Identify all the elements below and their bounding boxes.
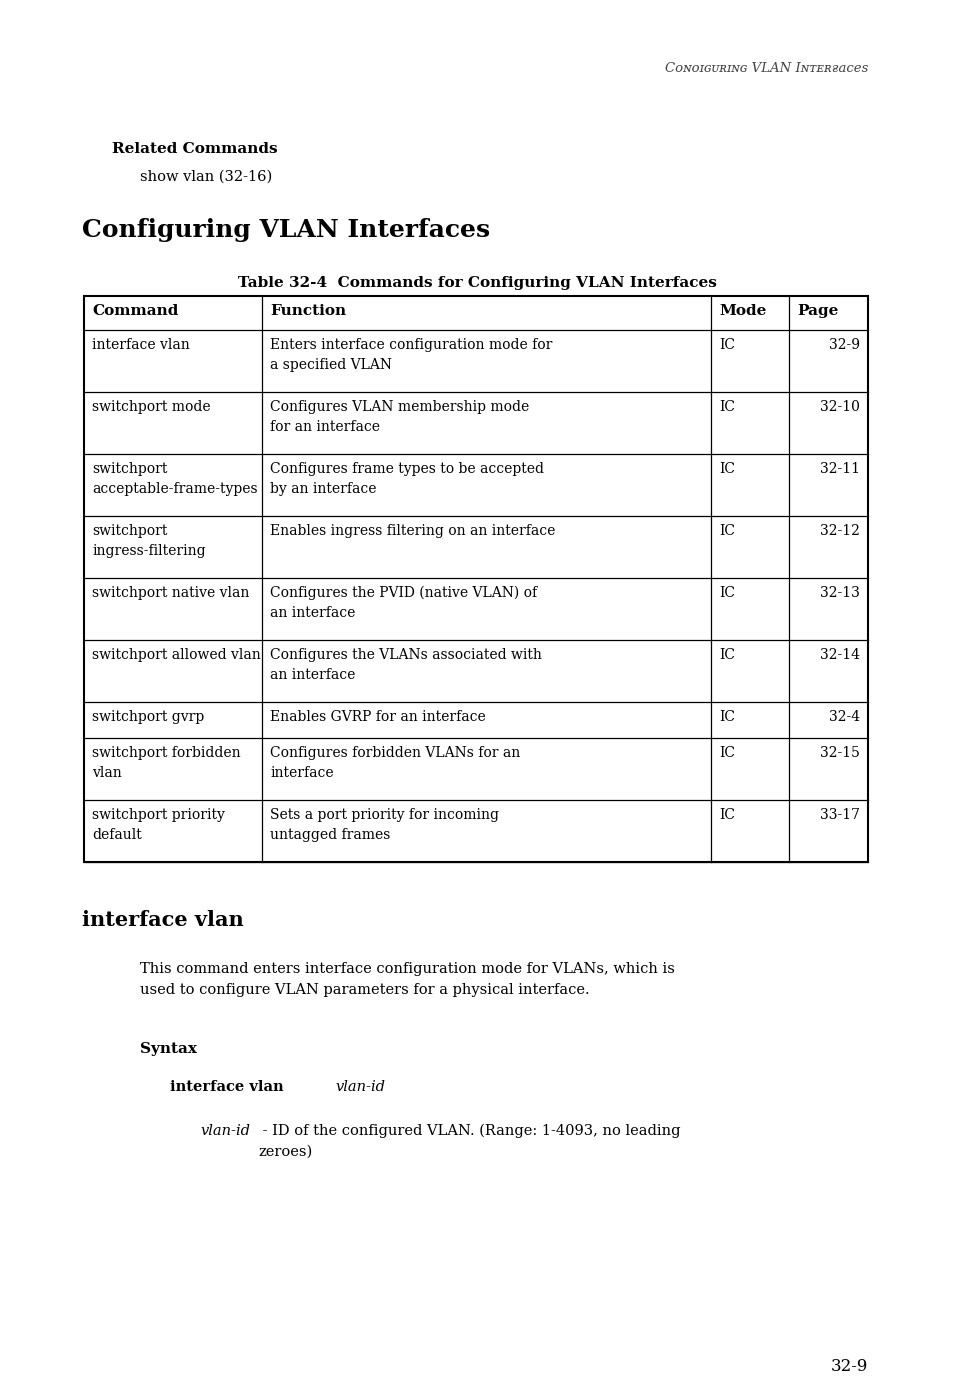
Text: Enables GVRP for an interface: Enables GVRP for an interface <box>270 711 485 725</box>
Text: switchport
acceptable-frame-types: switchport acceptable-frame-types <box>91 462 257 496</box>
Text: interface vlan: interface vlan <box>170 1080 289 1094</box>
Text: Enables ingress filtering on an interface: Enables ingress filtering on an interfac… <box>270 525 555 539</box>
Text: switchport gvrp: switchport gvrp <box>91 711 204 725</box>
Text: switchport forbidden
vlan: switchport forbidden vlan <box>91 745 240 780</box>
Text: Table 32-4  Commands for Configuring VLAN Interfaces: Table 32-4 Commands for Configuring VLAN… <box>237 276 716 290</box>
Text: IC: IC <box>719 648 734 662</box>
Text: interface vlan: interface vlan <box>82 911 244 930</box>
Text: switchport native vlan: switchport native vlan <box>91 586 249 600</box>
Text: Command: Command <box>91 304 178 318</box>
Text: 32-9: 32-9 <box>828 339 859 353</box>
Text: IC: IC <box>719 462 734 476</box>
Text: 32-12: 32-12 <box>820 525 859 539</box>
Text: IC: IC <box>719 525 734 539</box>
Text: Cᴏɴᴏɪɢᴜʀɪɴɢ VLAN Iɴᴛᴇʀғaces: Cᴏɴᴏɪɢᴜʀɪɴɢ VLAN Iɴᴛᴇʀғaces <box>664 62 867 75</box>
Text: 32-14: 32-14 <box>820 648 859 662</box>
Text: Sets a port priority for incoming
untagged frames: Sets a port priority for incoming untagg… <box>270 808 498 841</box>
Text: Enters interface configuration mode for
a specified VLAN: Enters interface configuration mode for … <box>270 339 552 372</box>
Text: interface vlan: interface vlan <box>91 339 190 353</box>
Text: Configuring VLAN Interfaces: Configuring VLAN Interfaces <box>82 218 490 242</box>
Text: IC: IC <box>719 745 734 761</box>
Text: Function: Function <box>270 304 346 318</box>
Text: IC: IC <box>719 339 734 353</box>
Text: 32-9: 32-9 <box>830 1357 867 1376</box>
Text: switchport priority
default: switchport priority default <box>91 808 225 841</box>
Text: 32-10: 32-10 <box>820 400 859 414</box>
Text: Mode: Mode <box>719 304 765 318</box>
Text: 33-17: 33-17 <box>820 808 859 822</box>
Text: vlan-id: vlan-id <box>335 1080 385 1094</box>
Text: IC: IC <box>719 586 734 600</box>
Text: Configures frame types to be accepted
by an interface: Configures frame types to be accepted by… <box>270 462 543 496</box>
Text: switchport allowed vlan: switchport allowed vlan <box>91 648 260 662</box>
Text: Configures forbidden VLANs for an
interface: Configures forbidden VLANs for an interf… <box>270 745 519 780</box>
Text: show vlan (32-16): show vlan (32-16) <box>140 169 272 185</box>
Text: - ID of the configured VLAN. (Range: 1-4093, no leading
zeroes): - ID of the configured VLAN. (Range: 1-4… <box>257 1124 679 1159</box>
Text: IC: IC <box>719 400 734 414</box>
Text: vlan-id: vlan-id <box>200 1124 250 1138</box>
Text: 32-4: 32-4 <box>828 711 859 725</box>
Text: Configures the VLANs associated with
an interface: Configures the VLANs associated with an … <box>270 648 541 682</box>
Text: 32-13: 32-13 <box>820 586 859 600</box>
Text: switchport
ingress-filtering: switchport ingress-filtering <box>91 525 206 558</box>
Text: Syntax: Syntax <box>140 1042 196 1056</box>
Text: 32-11: 32-11 <box>820 462 859 476</box>
Text: Page: Page <box>796 304 838 318</box>
Text: IC: IC <box>719 711 734 725</box>
Text: 32-15: 32-15 <box>820 745 859 761</box>
Text: This command enters interface configuration mode for VLANs, which is
used to con: This command enters interface configurat… <box>140 962 674 997</box>
Text: Related Commands: Related Commands <box>112 142 277 155</box>
Text: switchport mode: switchport mode <box>91 400 211 414</box>
Text: IC: IC <box>719 808 734 822</box>
Bar <box>84 296 867 862</box>
Text: Configures VLAN membership mode
for an interface: Configures VLAN membership mode for an i… <box>270 400 529 433</box>
Text: Configures the PVID (native VLAN) of
an interface: Configures the PVID (native VLAN) of an … <box>270 586 537 620</box>
